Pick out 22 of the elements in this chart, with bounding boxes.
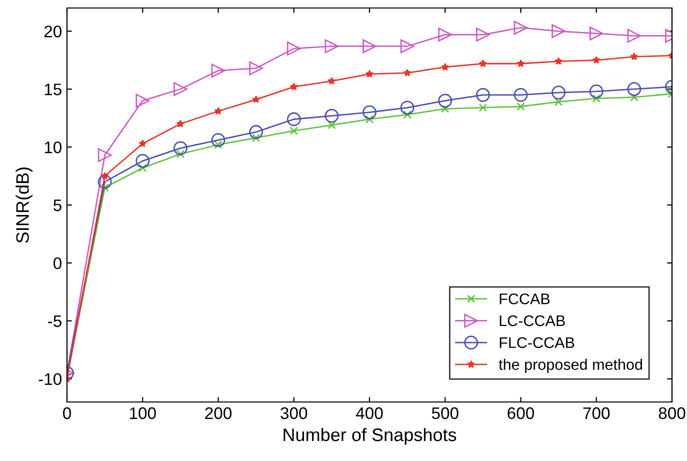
x-tick-label: 700 [583,407,610,420]
x-tick-label: 200 [205,407,232,420]
y-tick-label: 20 [44,26,62,38]
legend-label: FCCAB [500,293,550,304]
x-tick-label: 600 [508,407,534,420]
legend-label: FLC-CCAB [500,337,574,348]
y-tick-label: 15 [44,84,62,96]
y-tick-label: 5 [54,200,62,212]
y-tick-label: 0 [54,257,62,270]
x-tick-label: 500 [432,407,458,420]
x-tick-label: 100 [130,407,156,420]
y-tick-label: -10 [38,373,62,386]
x-axis-title: Number of Snapshots [284,428,456,445]
x-tick-label: 400 [356,407,383,420]
legend-label: the proposed method [498,358,642,373]
legend-label: LC-CCAB [500,315,565,326]
x-tick-label: 0 [63,407,71,420]
y-axis-title: SINR(dB) [16,167,32,243]
y-tick-label: -5 [48,315,62,328]
x-tick-label: 800 [658,407,686,420]
y-tick-label: 10 [44,141,62,154]
x-tick-label: 300 [280,407,308,420]
